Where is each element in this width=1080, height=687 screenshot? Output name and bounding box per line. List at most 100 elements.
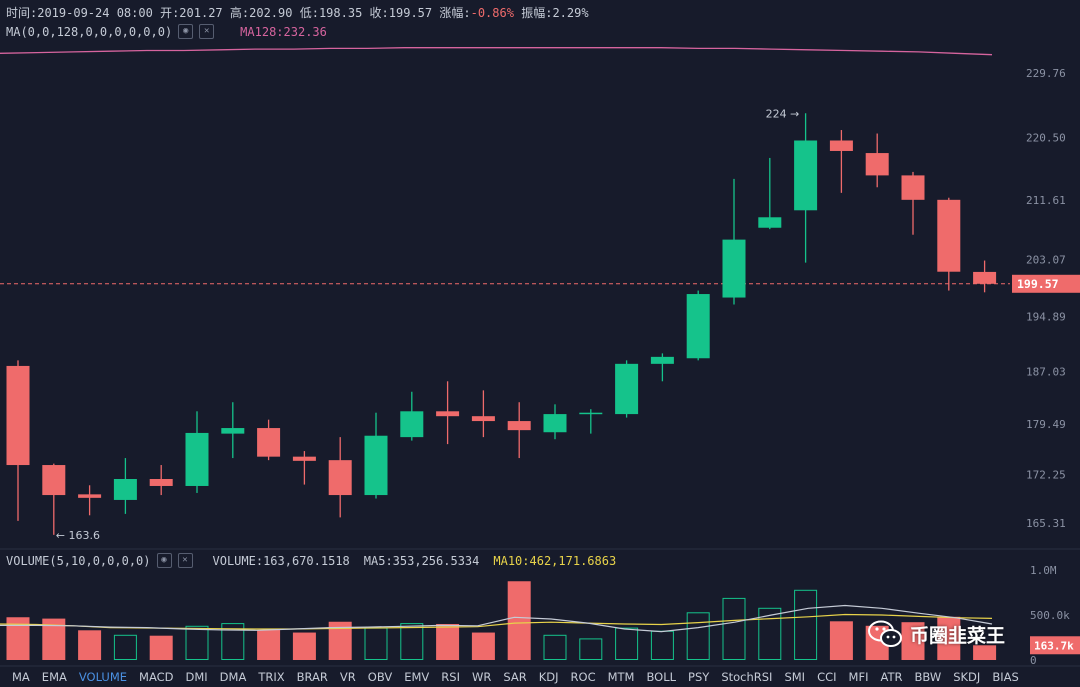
amplitude-label: 振幅: [521, 6, 553, 20]
volume-bar [758, 607, 782, 660]
max-price-marker: 224 → [766, 107, 800, 120]
volume-bar [113, 634, 137, 660]
candle [471, 416, 495, 422]
candle [865, 153, 889, 176]
tab-vr[interactable]: VR [339, 670, 356, 684]
low-value: 198.35 [318, 6, 363, 20]
open-label: 开: [160, 6, 180, 20]
ma-settings-icon[interactable]: ◉ [178, 24, 194, 39]
candle [257, 428, 281, 457]
min-price-marker: ← 163.6 [56, 529, 100, 542]
ma-close-icon[interactable]: ✕ [199, 24, 215, 39]
volume-ma10-value: MA10:462,171.6863 [493, 553, 617, 568]
price-tick-label: 179.49 [1026, 418, 1066, 431]
open-value: 201.27 [179, 6, 223, 20]
ma128-line [0, 47, 993, 56]
candle [543, 414, 567, 433]
amplitude-value: 2.29% [552, 6, 589, 20]
volume-bar [794, 589, 818, 660]
close-label: 收: [369, 6, 389, 20]
tab-dma[interactable]: DMA [219, 670, 247, 684]
price-tick-label: 220.50 [1026, 132, 1066, 145]
volume-bar [901, 622, 925, 660]
tab-sar[interactable]: SAR [503, 670, 527, 684]
tab-volume[interactable]: VOLUME [78, 670, 128, 684]
volume-tick-label: 1.0M [1030, 564, 1057, 577]
candle [185, 432, 209, 486]
price-tick-label: 229.76 [1026, 67, 1066, 80]
tab-brar[interactable]: BRAR [296, 670, 328, 684]
volume-bar [257, 629, 281, 660]
ma128-value: MA128:232.36 [240, 24, 327, 39]
tab-skdj[interactable]: SKDJ [953, 670, 981, 684]
candle [794, 140, 818, 211]
price-tick-label: 211.61 [1026, 194, 1066, 207]
candle [722, 239, 746, 298]
tab-trix[interactable]: TRIX [258, 670, 285, 684]
candle [400, 411, 424, 438]
candle [507, 421, 531, 431]
candle [6, 365, 30, 466]
tab-bbw[interactable]: BBW [914, 670, 942, 684]
candle [829, 140, 853, 151]
tab-atr[interactable]: ATR [880, 670, 903, 684]
volume-bar [400, 623, 424, 660]
tab-roc[interactable]: ROC [570, 670, 596, 684]
volume-bar [579, 638, 603, 661]
tab-mfi[interactable]: MFI [848, 670, 869, 684]
candle [149, 478, 173, 486]
tab-emv[interactable]: EMV [404, 670, 430, 684]
candle [758, 217, 782, 228]
tab-macd[interactable]: MACD [139, 670, 174, 684]
tab-boll[interactable]: BOLL [646, 670, 677, 684]
candle [579, 412, 603, 415]
candle [686, 294, 710, 359]
tab-psy[interactable]: PSY [688, 670, 710, 684]
time-value: 2019-09-24 08:00 [37, 6, 153, 20]
volume-bar [42, 618, 66, 660]
volume-bar [436, 624, 460, 660]
volume-bar [78, 630, 102, 660]
candle [650, 356, 674, 364]
tab-smi[interactable]: SMI [784, 670, 806, 684]
volume-ma5-line [0, 604, 993, 633]
volume-bar [471, 632, 495, 660]
volume-bar [328, 621, 352, 660]
indicator-tabs: MA EMA VOLUME MACD DMI DMA TRIX BRAR VR OBV EMV RSI… [0, 667, 1019, 687]
volume-ma5-value: MA5:353,256.5334 [363, 553, 480, 568]
tab-kdj[interactable]: KDJ [538, 670, 559, 684]
wechat-icon [868, 620, 902, 647]
high-value: 202.90 [249, 6, 293, 20]
tab-wr[interactable]: WR [471, 670, 492, 684]
volume-tick-label: 0 [1030, 654, 1037, 667]
volume-settings-icon[interactable]: ◉ [156, 553, 172, 568]
tab-dmi[interactable]: DMI [185, 670, 208, 684]
tab-ema[interactable]: EMA [41, 670, 67, 684]
volume-bar [650, 630, 674, 660]
volume-close-icon[interactable]: ✕ [177, 553, 193, 568]
volume-bar [937, 616, 961, 660]
ma-params: MA(0,0,128,0,0,0,0,0,0) [6, 24, 173, 39]
volume-bar [507, 581, 531, 660]
volume-bar [6, 617, 30, 660]
volume-bar [829, 621, 853, 660]
tab-obv[interactable]: OBV [367, 670, 393, 684]
tab-mtm[interactable]: MTM [607, 670, 635, 684]
change-label: 涨幅: [439, 6, 471, 20]
volume-indicator-bar: VOLUME(5,10,0,0,0,0) ◉ ✕ VOLUME:163,670.… [6, 553, 616, 568]
volume-bar [543, 634, 567, 660]
candle [973, 271, 997, 284]
tab-stochrsi[interactable]: StochRSI [721, 670, 773, 684]
tab-rsi[interactable]: RSI [441, 670, 460, 684]
low-label: 低: [299, 6, 319, 20]
price-tick-label: 165.31 [1026, 517, 1066, 530]
tab-cci[interactable]: CCI [817, 670, 837, 684]
tab-bias[interactable]: BIAS [992, 670, 1019, 684]
price-tick-label: 187.03 [1026, 365, 1066, 378]
volume-bar [364, 627, 388, 660]
price-tick-label: 194.89 [1026, 310, 1066, 323]
tab-ma[interactable]: MA [12, 670, 30, 684]
candle [42, 465, 66, 496]
